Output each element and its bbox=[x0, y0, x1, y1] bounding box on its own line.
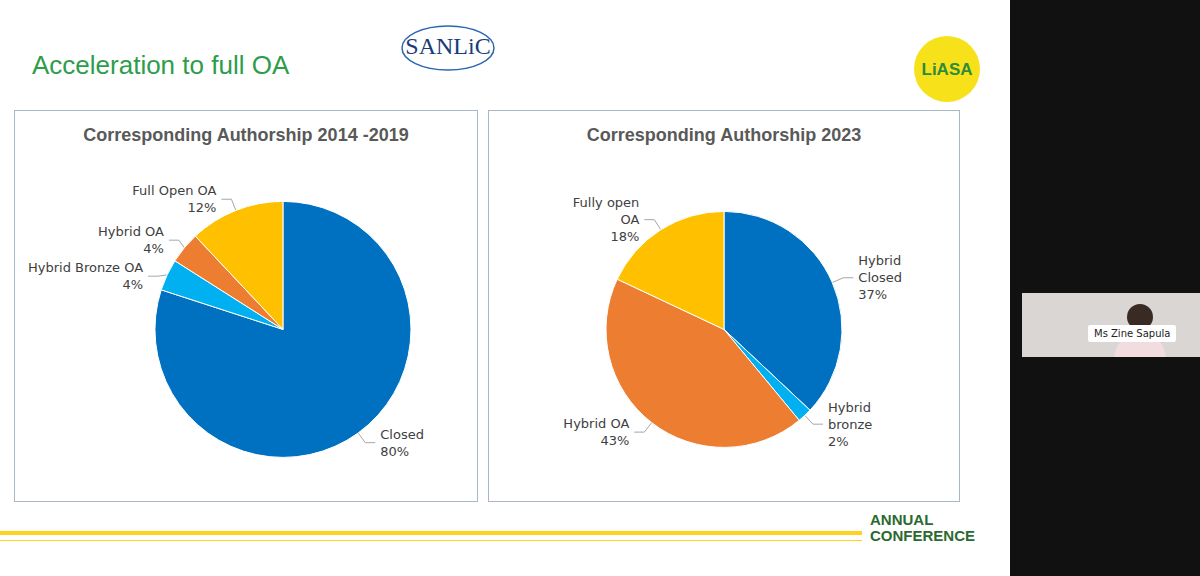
svg-text:OA: OA bbox=[620, 212, 639, 227]
svg-text:4%: 4% bbox=[123, 277, 144, 292]
svg-text:Corresponding Authorship 2023: Corresponding Authorship 2023 bbox=[587, 125, 861, 145]
svg-text:43%: 43% bbox=[600, 433, 629, 448]
svg-text:18%: 18% bbox=[610, 229, 639, 244]
svg-text:Closed: Closed bbox=[380, 427, 424, 442]
svg-text:Fully open: Fully open bbox=[573, 195, 640, 210]
svg-text:Closed: Closed bbox=[858, 270, 902, 285]
svg-text:Full Open OA: Full Open OA bbox=[132, 183, 216, 198]
svg-text:12%: 12% bbox=[188, 200, 217, 215]
html-text:Acceleration to full OA: Acceleration to full OA bbox=[32, 50, 290, 80]
svg-text:Hybrid OA: Hybrid OA bbox=[98, 224, 164, 239]
svg-text:2%: 2% bbox=[828, 434, 849, 449]
svg-text:bronze: bronze bbox=[828, 417, 872, 432]
html-text:CONFERENCE: CONFERENCE bbox=[870, 527, 975, 544]
svg-text:Hybrid: Hybrid bbox=[858, 253, 901, 268]
html-text:Ms Zine Sapula: Ms Zine Sapula bbox=[1094, 328, 1171, 339]
svg-text:Hybrid OA: Hybrid OA bbox=[563, 416, 629, 431]
html-text:ANNUAL: ANNUAL bbox=[870, 511, 934, 528]
svg-text:LiASA: LiASA bbox=[922, 60, 973, 79]
svg-text:37%: 37% bbox=[858, 287, 887, 302]
svg-text:Hybrid: Hybrid bbox=[828, 400, 871, 415]
svg-text:SANLiC: SANLiC bbox=[405, 33, 490, 59]
svg-text:80%: 80% bbox=[380, 444, 409, 459]
svg-text:Hybrid Bronze OA: Hybrid Bronze OA bbox=[28, 260, 143, 275]
svg-text:Corresponding Authorship 2014: Corresponding Authorship 2014 -2019 bbox=[83, 125, 408, 145]
svg-text:4%: 4% bbox=[143, 241, 164, 256]
